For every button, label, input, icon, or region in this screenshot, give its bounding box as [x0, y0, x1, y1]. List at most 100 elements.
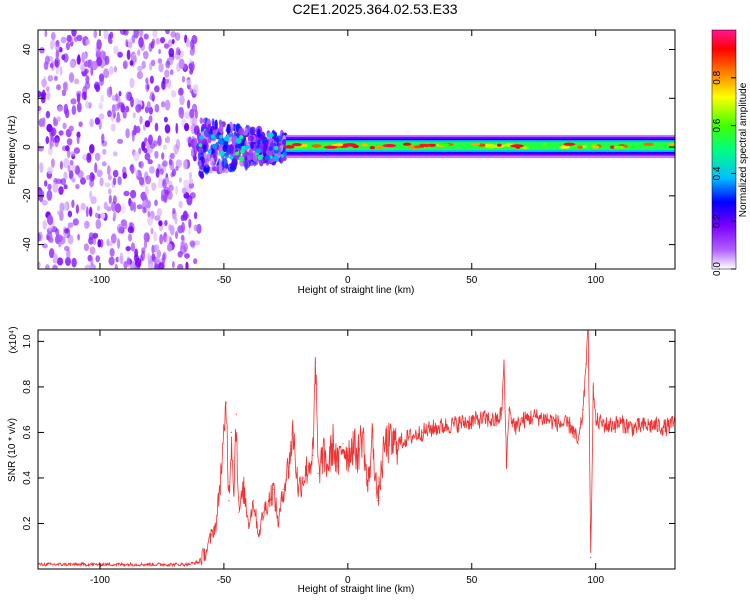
- spectrogram-cell: [108, 188, 112, 195]
- spectrogram-cell: [75, 183, 80, 190]
- spectrogram-cell: [52, 264, 58, 269]
- spectrogram-cell: [80, 177, 86, 185]
- x-tick-label: -100: [90, 275, 110, 286]
- colorbar-tick-label: 0.6: [712, 118, 723, 132]
- spectrogram-cell: [39, 47, 45, 54]
- spectrogram-cell: [100, 50, 105, 59]
- spectrogram-cell: [66, 248, 71, 260]
- snr-point: [585, 363, 587, 365]
- spectrogram-cell: [156, 249, 162, 259]
- spectrogram-cell: [95, 84, 101, 93]
- spectrogram-cell: [217, 139, 224, 145]
- spectrogram-cell: [184, 111, 190, 120]
- spectrogram-cell: [63, 184, 68, 190]
- snr-point: [595, 420, 597, 422]
- spectrogram-cell: [116, 238, 121, 250]
- spectrogram-cell: [559, 145, 570, 149]
- snr-point: [307, 466, 309, 468]
- spectrogram-cell: [47, 75, 54, 82]
- spectrogram-cell: [175, 122, 179, 134]
- snr-point: [238, 511, 240, 513]
- spectrogram-cell: [147, 252, 150, 261]
- spectrogram-cell: [58, 130, 64, 136]
- spectrogram-cell: [163, 116, 168, 123]
- spectrogram-cell: [64, 228, 69, 234]
- spectrogram-cell: [229, 144, 234, 152]
- spectrogram-cell: [186, 38, 190, 48]
- spectrogram-cell: [219, 150, 225, 156]
- spectrogram-cell: [96, 205, 101, 212]
- spectrogram-cell: [133, 30, 139, 39]
- spectrogram-cell: [175, 159, 182, 169]
- spectrogram-cell: [100, 212, 106, 219]
- colorbar-tick-label: 0.8: [712, 70, 723, 84]
- snr-point: [664, 427, 666, 429]
- spectrogram-cell: [56, 116, 61, 122]
- snr-point: [327, 466, 329, 468]
- snr-point: [508, 409, 510, 411]
- spectrogram-cell: [361, 143, 369, 147]
- spectrogram-cell: [170, 172, 174, 178]
- spectrogram-cell: [75, 204, 79, 214]
- spectrogram-cell: [155, 256, 161, 265]
- spectrogram-cell: [214, 119, 218, 130]
- spectrogram-cell: [130, 242, 135, 252]
- spectrogram-cell: [192, 155, 197, 162]
- spectrogram-cell: [239, 135, 244, 140]
- spectrogram-cell: [148, 115, 153, 123]
- snr-point: [342, 443, 344, 445]
- snr-y-multiplier: (x10⁴): [8, 326, 19, 353]
- spectrogram-cell: [52, 181, 59, 193]
- spectrogram-cell: [127, 226, 134, 234]
- spectrogram-cell: [161, 152, 165, 160]
- spectrogram-cell: [169, 69, 174, 76]
- spectrogram-cell: [104, 55, 110, 65]
- spectrogram-cell: [187, 227, 192, 235]
- spectrogram-cell: [137, 49, 141, 56]
- spectrogram-cell: [50, 39, 56, 48]
- spectrogram-cell: [175, 138, 181, 150]
- spectrogram-cell: [165, 234, 171, 245]
- spectrogram-cell: [154, 103, 160, 113]
- snr-point: [186, 563, 188, 566]
- spectrogram-cell: [38, 141, 41, 148]
- spectrogram-cell: [125, 91, 131, 101]
- snr-point: [287, 466, 289, 468]
- snr-point: [347, 454, 349, 456]
- spectrogram-cell: [65, 42, 71, 51]
- snr-point: [377, 500, 379, 502]
- spectrogram-cell: [76, 102, 82, 113]
- spectrogram-cell: [234, 151, 239, 156]
- spectrogram-cell: [106, 165, 111, 176]
- spectrogram-cell: [89, 206, 93, 217]
- snr-point: [198, 561, 200, 563]
- x-tick-label: 100: [587, 275, 604, 286]
- snr-point: [619, 422, 622, 424]
- spectrogram-cell: [274, 146, 279, 151]
- spectrogram-cell: [157, 135, 162, 147]
- spectrogram-cell: [174, 216, 178, 225]
- y-tick-label: 20: [22, 92, 33, 104]
- snr-point: [220, 466, 222, 468]
- spectrogram-cell: [81, 91, 87, 100]
- spectrogram-cell: [235, 137, 242, 144]
- spectrogram-cell: [591, 145, 600, 149]
- spectrogram-cell: [182, 210, 188, 221]
- spectrogram-cell: [150, 143, 155, 149]
- spectrogram-cell: [218, 164, 223, 174]
- spectrogram-cell: [96, 169, 103, 178]
- spectrogram-cell: [60, 178, 67, 186]
- spectrogram-cell: [89, 190, 93, 200]
- spectrogram-cell: [102, 148, 107, 155]
- spectrogram-cell: [335, 143, 344, 147]
- spectrogram-cell: [85, 75, 90, 84]
- spectrogram-cell: [577, 145, 584, 149]
- spectrogram-cell: [199, 117, 204, 124]
- y-tick-label: 0.8: [22, 380, 33, 394]
- y-tick-label: 0.6: [22, 425, 33, 439]
- spectrogram-cell: [41, 117, 46, 127]
- spectrogram-cell: [117, 51, 123, 58]
- spectrogram-cell: [155, 37, 160, 45]
- y-tick-label: 1.0: [22, 334, 33, 348]
- spectrogram-cell: [165, 60, 171, 69]
